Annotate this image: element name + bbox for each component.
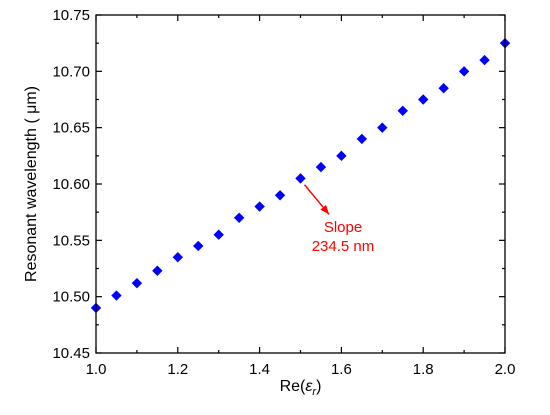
data-point <box>233 212 245 223</box>
data-point <box>336 150 347 162</box>
data-point <box>131 277 143 289</box>
data-point <box>458 66 470 77</box>
data-point <box>397 105 408 116</box>
x-tick-label: 1.0 <box>86 361 107 378</box>
y-tick-label: 10.65 <box>52 120 90 137</box>
plot-frame <box>95 14 506 354</box>
data-point <box>418 94 429 105</box>
data-point <box>213 229 224 240</box>
annotation-text: Slope <box>324 219 362 236</box>
data-point <box>295 173 306 184</box>
x-tick-label: 1.2 <box>167 361 188 378</box>
slope-annotation: Slope 234.5 nm <box>303 184 375 255</box>
data-points <box>90 37 511 314</box>
y-tick-label: 10.75 <box>52 7 90 24</box>
y-tick-label: 10.55 <box>52 232 90 249</box>
axis-ticks: 1.0 1.2 1.4 1.6 1.8 2.0 10.45 10.50 10.55 10.60 10… <box>52 7 515 378</box>
x-tick-label: 1.6 <box>331 361 352 378</box>
data-point <box>438 83 449 94</box>
y-tick-label: 10.60 <box>52 176 90 193</box>
y-axis-label: Resonant wavelength ( μm) <box>23 86 40 282</box>
y-tick-label: 10.45 <box>52 345 90 362</box>
data-point <box>254 201 265 212</box>
data-point <box>377 122 388 133</box>
y-tick-label: 10.70 <box>52 63 90 80</box>
x-tick-label: 1.4 <box>249 361 270 378</box>
data-point <box>274 190 286 201</box>
x-axis-label: Re(εr) <box>280 378 322 398</box>
data-point <box>152 265 163 276</box>
x-tick-label: 2.0 <box>495 361 516 378</box>
data-point <box>479 54 490 66</box>
annotation-arrowhead <box>320 204 330 215</box>
x-tick-label: 1.8 <box>413 361 434 378</box>
y-tick-label: 10.50 <box>52 289 90 306</box>
annotation-text: 234.5 nm <box>312 238 375 255</box>
data-point <box>172 252 183 263</box>
data-point <box>111 290 122 301</box>
data-point <box>356 133 368 145</box>
data-point <box>315 161 327 173</box>
data-point <box>193 240 204 252</box>
